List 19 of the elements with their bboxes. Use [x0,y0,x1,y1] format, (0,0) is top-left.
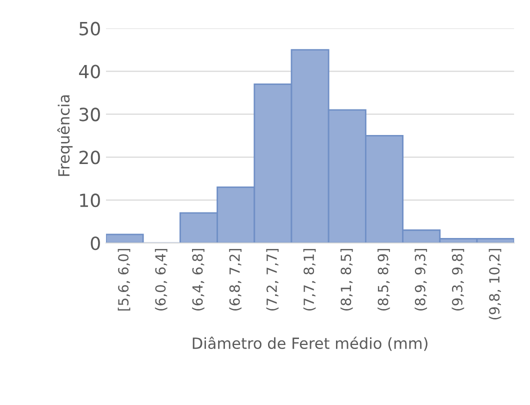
y-axis-title: Frequência [57,95,73,176]
x-tick-label: [5,6, 6,0] [118,249,130,311]
y-tick-label: 0 [90,236,100,250]
y-tick-label: 30 [80,108,100,122]
x-axis-title: Diâmetro de Feret médio (mm) [192,336,428,351]
x-tick-label: (8,9, 9,3] [414,249,428,311]
x-tick-label: (9,8, 10,2] [488,249,502,320]
x-tick-label: (7,2, 7,7] [266,249,279,311]
x-tick-label: (8,5, 8,9] [378,249,390,311]
y-tick-label: 20 [79,150,100,164]
y-tick-label: 10 [80,194,100,208]
x-tick-label: (8,1, 8,5] [340,249,353,311]
x-tick-label: (6,4, 6,8] [192,249,204,311]
x-tick-label: (6,0, 6,4] [154,249,168,311]
x-tick-label: (7,7, 8,1] [303,249,316,311]
y-tick-label: 50 [80,22,100,36]
x-tick-label: (9,3, 9,8] [452,249,464,311]
y-tick-label: 40 [79,64,100,78]
x-tick-label: (6,8, 7,2] [229,249,242,311]
